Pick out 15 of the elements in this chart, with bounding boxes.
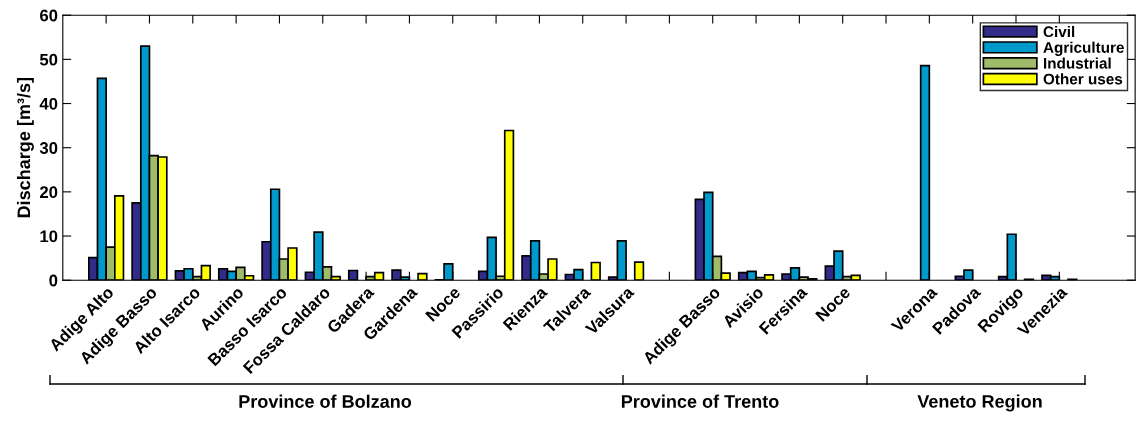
y-tick-label: 40 <box>39 97 58 110</box>
legend-label: Civil <box>1043 25 1075 38</box>
text: Province of Trento <box>621 394 779 408</box>
y-tick-label: 0 <box>49 274 58 287</box>
legend-label: Other uses <box>1043 73 1123 85</box>
y-tick-label: 60 <box>40 9 58 22</box>
legend-label: Industrial <box>1043 57 1111 69</box>
y-tick-label: 50 <box>39 53 58 66</box>
text: Veneto Region <box>917 394 1042 412</box>
y-tick-label: 20 <box>39 186 58 199</box>
legend-label: Agriculture <box>1043 41 1124 56</box>
y-tick-label: 30 <box>39 142 58 154</box>
y-axis-title: Discharge [m³/s] <box>16 77 34 218</box>
text: Province of Bolzano <box>239 394 412 408</box>
y-tick-label: 10 <box>40 230 58 243</box>
